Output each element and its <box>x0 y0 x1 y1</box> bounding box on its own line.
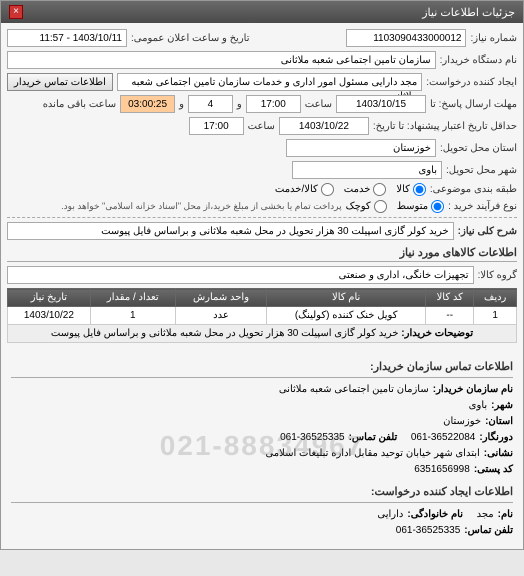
goods-table: ردیف کد کالا نام کالا واحد شمارش تعداد /… <box>7 288 517 343</box>
cell-rownum: 1 <box>474 307 517 325</box>
need-label: شرح کلی نیاز: <box>458 226 517 237</box>
buyer-org-field: سازمان تامین اجتماعی شعبه ملاثانی <box>7 51 436 69</box>
validity-time-field: 17:00 <box>189 117 244 135</box>
time-label-1: ساعت <box>305 99 332 110</box>
radio-goods[interactable]: کالا <box>396 183 426 196</box>
c-name: مجد <box>477 507 494 523</box>
c-phone-label: تلفن تماس: <box>349 430 398 446</box>
c-cphone: 061-36525335 <box>396 523 461 539</box>
city-field: باوی <box>292 161 442 179</box>
close-icon[interactable]: × <box>9 5 23 19</box>
content-area: شماره نیاز: 1103090433000012 تاریخ و ساع… <box>1 23 523 549</box>
validity-label: حداقل تاریخ اعتبار پیشنهاد: تا تاریخ: <box>373 121 517 132</box>
c-lastname: دارایی <box>377 507 403 523</box>
purchase-type-label: نوع فرآیند خرید : <box>448 201 517 212</box>
table-row[interactable]: 1 -- کویل خنک کننده (کولینگ) عدد 1 1403/… <box>8 307 517 325</box>
goods-section-title: اطلاعات کالاهای مورد نیاز <box>7 246 517 262</box>
dialog-window: جزئیات اطلاعات نیاز × شماره نیاز: 110309… <box>0 0 524 550</box>
province-field: خوزستان <box>286 139 436 157</box>
classification-radio-group: کالا خدمت کالا/خدمت <box>275 183 426 196</box>
cell-name: کویل خنک کننده (کولینگ) <box>267 307 426 325</box>
remain-suffix: ساعت باقی مانده <box>43 99 116 110</box>
c-fax: 061-36522084 <box>411 430 476 446</box>
cell-code: -- <box>426 307 474 325</box>
c-postal: 6351656998 <box>414 462 470 478</box>
province-label: استان محل تحویل: <box>440 143 517 154</box>
contact-block: 021-88834967 اطلاعات تماس سازمان خریدار:… <box>7 349 517 543</box>
remain-days-field: 4 <box>188 95 233 113</box>
c-cphone-label: تلفن تماس: <box>464 523 513 539</box>
req-no-field: 1103090433000012 <box>346 29 466 47</box>
classification-label: طبقه بندی موضوعی: <box>430 184 517 195</box>
contact-section-title: اطلاعات تماس سازمان خریدار: <box>11 359 513 378</box>
table-desc-row: توضیحات خریدار: خرید کولر گازی اسپیلت 30… <box>8 325 517 343</box>
c-city-label: شهر: <box>491 398 513 414</box>
buyer-org-label: نام دستگاه خریدار: <box>440 55 517 66</box>
radio-medium[interactable]: متوسط <box>397 200 444 213</box>
purchase-radio-group: متوسط کوچک <box>346 200 444 213</box>
goods-group-field: تجهیزات خانگی، اداری و صنعتی <box>7 266 474 284</box>
need-text-field: خرید کولر گازی اسپیلت 30 هزار تحویل در م… <box>7 222 454 240</box>
c-fax-label: دورنگار: <box>479 430 513 446</box>
remain-time-field: 03:00:25 <box>120 95 175 113</box>
c-lastname-label: نام خانوادگی: <box>407 507 463 523</box>
cell-qty: 1 <box>90 307 175 325</box>
radio-service[interactable]: خدمت <box>344 183 387 196</box>
desc-text: خرید کولر گازی اسپیلت 30 هزار تحویل در م… <box>51 328 399 339</box>
window-title: جزئیات اطلاعات نیاز <box>422 6 515 19</box>
col-qty: تعداد / مقدار <box>90 289 175 307</box>
c-province: خوزستان <box>443 414 481 430</box>
c-address-label: نشانی: <box>484 446 513 462</box>
c-phone: 061-36525335 <box>280 430 345 446</box>
c-province-label: استان: <box>485 414 513 430</box>
cell-unit: عدد <box>175 307 266 325</box>
creator-field: مجد دارایی مسئول امور اداری و خدمات سازم… <box>117 73 422 91</box>
col-unit: واحد شمارش <box>175 289 266 307</box>
titlebar: جزئیات اطلاعات نیاز × <box>1 1 523 23</box>
col-name: نام کالا <box>267 289 426 307</box>
req-no-label: شماره نیاز: <box>470 33 517 44</box>
c-postal-label: کد پستی: <box>474 462 513 478</box>
creator-section-title: اطلاعات ایجاد کننده درخواست: <box>11 484 513 503</box>
c-org-label: نام سازمان خریدار: <box>433 382 513 398</box>
c-city: باوی <box>469 398 488 414</box>
contact-buyer-button[interactable]: اطلاعات تماس خریدار <box>7 73 113 91</box>
cell-date: 1403/10/22 <box>8 307 91 325</box>
announce-label: تاریخ و ساعت اعلان عمومی: <box>131 33 250 44</box>
goods-group-label: گروه کالا: <box>478 270 517 281</box>
c-address: ابتدای شهر خیابان توحید مقابل اداره تبلی… <box>265 446 479 462</box>
radio-both[interactable]: کالا/خدمت <box>275 183 334 196</box>
creator-label: ایجاد کننده درخواست: <box>426 77 517 88</box>
col-row: ردیف <box>474 289 517 307</box>
and-label: و <box>237 99 242 110</box>
announce-field: 1403/10/11 - 11:57 <box>7 29 127 47</box>
purchase-note: پرداخت تمام یا بخشی از مبلغ خرید،از محل … <box>61 201 341 212</box>
c-name-label: نام: <box>498 507 513 523</box>
and-label-2: و <box>179 99 184 110</box>
col-date: تاریخ نیاز <box>8 289 91 307</box>
time-label-2: ساعت <box>248 121 275 132</box>
col-code: کد کالا <box>426 289 474 307</box>
reply-deadline-label: مهلت ارسال پاسخ: تا <box>430 99 517 110</box>
city-label: شهر محل تحویل: <box>446 165 517 176</box>
c-org: سازمان تامین اجتماعی شعبه ملاثانی <box>279 382 429 398</box>
radio-small[interactable]: کوچک <box>346 200 387 213</box>
desc-label: توضیحات خریدار: <box>401 328 473 339</box>
goods-table-header: ردیف کد کالا نام کالا واحد شمارش تعداد /… <box>8 289 517 307</box>
reply-time-field: 17:00 <box>246 95 301 113</box>
reply-date-field: 1403/10/15 <box>336 95 426 113</box>
validity-date-field: 1403/10/22 <box>279 117 369 135</box>
